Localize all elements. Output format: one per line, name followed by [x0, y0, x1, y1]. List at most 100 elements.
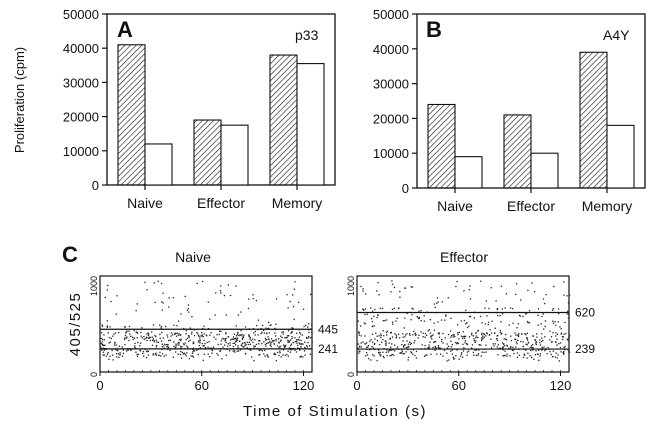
data-point	[240, 329, 242, 332]
data-point	[468, 350, 470, 352]
data-point	[519, 315, 521, 317]
data-point	[191, 316, 193, 318]
data-point	[148, 336, 151, 338]
data-point	[298, 342, 300, 344]
data-point	[268, 342, 270, 344]
data-point	[477, 354, 479, 356]
data-point	[200, 347, 202, 349]
data-point	[184, 353, 186, 355]
data-point	[434, 346, 437, 349]
data-point	[163, 355, 165, 357]
data-point	[369, 340, 371, 342]
data-point	[149, 339, 152, 342]
data-point	[480, 333, 483, 336]
data-point	[100, 332, 103, 334]
data-point	[543, 328, 545, 330]
data-point	[130, 335, 132, 337]
data-point	[203, 353, 205, 356]
data-point	[244, 344, 246, 346]
data-point	[451, 353, 454, 355]
data-point	[512, 346, 514, 348]
data-point	[136, 353, 138, 356]
data-point	[372, 347, 375, 349]
data-point	[468, 315, 471, 318]
data-point	[468, 325, 470, 327]
data-point	[220, 285, 222, 287]
data-point	[360, 285, 362, 288]
data-point	[530, 345, 533, 347]
data-point	[270, 324, 272, 326]
data-point	[220, 330, 222, 333]
data-point	[482, 337, 484, 339]
data-point	[307, 341, 309, 344]
y-tick-label: 0	[402, 181, 409, 196]
data-point	[529, 346, 531, 348]
data-point	[107, 284, 109, 287]
data-point	[430, 335, 432, 337]
data-point	[378, 335, 380, 337]
data-point	[114, 332, 117, 334]
data-point	[266, 354, 268, 356]
data-point	[544, 320, 547, 322]
data-point	[406, 312, 408, 314]
open-bar	[296, 63, 325, 186]
data-point	[505, 333, 507, 336]
data-point	[371, 325, 374, 328]
data-point	[520, 299, 522, 301]
data-point	[497, 334, 499, 337]
data-point	[366, 313, 368, 315]
data-point	[482, 335, 484, 337]
reference-line-label: 445	[318, 322, 338, 336]
data-point	[505, 338, 507, 340]
data-point	[266, 332, 268, 334]
data-point	[440, 347, 442, 349]
data-point	[242, 336, 245, 339]
data-point	[394, 344, 396, 346]
data-point	[204, 342, 206, 345]
data-point	[395, 336, 398, 338]
data-point	[284, 337, 286, 339]
data-point	[265, 339, 267, 341]
y-tick-label: 50000	[373, 7, 409, 22]
data-point	[119, 352, 121, 354]
data-point	[486, 333, 488, 335]
data-point	[291, 327, 293, 329]
data-point	[163, 345, 165, 347]
data-point	[235, 335, 238, 337]
data-point	[451, 343, 454, 346]
data-point	[499, 331, 502, 334]
data-point	[501, 332, 503, 335]
data-point	[163, 343, 166, 345]
data-point	[526, 336, 528, 339]
data-point	[475, 335, 477, 337]
data-point	[360, 346, 363, 348]
data-point	[391, 321, 394, 323]
data-point	[276, 351, 279, 354]
data-point	[402, 346, 405, 348]
data-point	[229, 294, 232, 297]
data-point	[434, 306, 436, 309]
data-point	[375, 332, 377, 334]
data-point	[477, 353, 480, 355]
data-point	[267, 327, 269, 330]
data-point	[493, 345, 495, 347]
hatched-bar	[579, 51, 608, 189]
data-point	[298, 331, 301, 334]
data-point	[228, 350, 231, 352]
data-point	[125, 337, 127, 339]
data-point	[499, 314, 501, 317]
data-point	[263, 341, 265, 343]
data-point	[533, 358, 535, 360]
data-point	[386, 354, 388, 357]
data-point	[145, 356, 148, 359]
data-point	[279, 345, 281, 347]
y-tick-label: 0	[346, 372, 356, 377]
data-point	[137, 353, 140, 355]
data-point	[227, 335, 230, 338]
data-point	[217, 354, 219, 356]
data-point	[504, 350, 506, 352]
data-point	[440, 319, 443, 321]
data-point	[144, 348, 146, 351]
data-point	[563, 294, 565, 296]
data-point	[445, 315, 447, 317]
